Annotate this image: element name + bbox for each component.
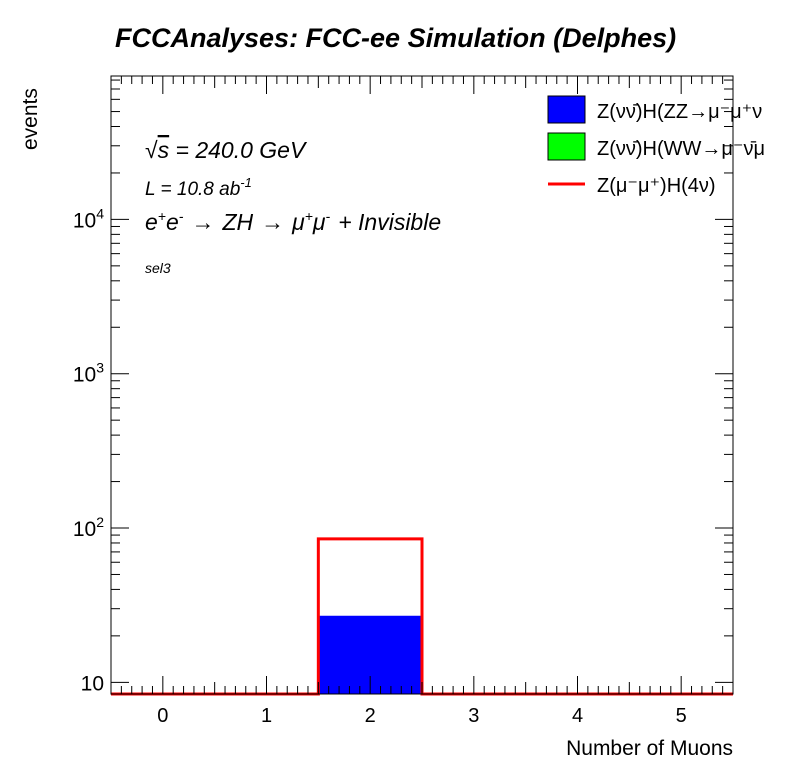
x-tick-label: 0 xyxy=(157,705,168,727)
x-tick-label: 5 xyxy=(676,705,687,727)
y-tick-label: 102 xyxy=(73,514,104,541)
x-tick-label: 2 xyxy=(365,705,376,727)
legend-swatch xyxy=(547,95,586,124)
y-tick-label: 103 xyxy=(73,360,104,387)
process-annotation: e+e- → ZH → μ+μ- + Invisible xyxy=(145,208,441,235)
histogram-line xyxy=(111,537,733,696)
y-axis-label: events xyxy=(19,88,42,150)
legend-label: Z(νν̄)H(WW→μ⁻ν̄μ xyxy=(597,138,765,160)
legend-swatch xyxy=(547,132,586,161)
y-tick-label: 104 xyxy=(73,205,104,232)
x-tick-label: 4 xyxy=(572,705,583,727)
selection-annotation: sel3 xyxy=(145,260,171,276)
x-axis-label: Number of Muons xyxy=(566,737,733,760)
legend-label: Z(νν̄)H(ZZ→μ⁻μ⁺ν xyxy=(597,101,762,123)
legend-label: Z(μ⁻μ⁺)H(4ν) xyxy=(597,175,716,197)
sqrt-s-annotation: √s = 240.0 GeV xyxy=(145,137,308,163)
luminosity-annotation: L = 10.8 ab-1 xyxy=(145,175,252,200)
y-ticks: 10 102 103 104 xyxy=(73,79,733,695)
x-tick-label: 1 xyxy=(261,705,272,727)
x-tick-label: 3 xyxy=(468,705,479,727)
red-line-layer xyxy=(111,537,733,696)
annotations: √s = 240.0 GeV L = 10.8 ab-1 e+e- → ZH → μ+μ… xyxy=(145,137,441,276)
y-tick-label: 10 xyxy=(81,672,104,695)
legend: Z(νν̄)H(ZZ→μ⁻μ⁺ν Z(νν̄)H(WW→μ⁻ν̄μ Z(μ⁻μ⁺)H… xyxy=(547,95,765,197)
chart-title: FCCAnalyses: FCC-ee Simulation (Delphes) xyxy=(115,23,676,53)
x-ticks: 0 1 2 3 4 5 xyxy=(110,76,734,727)
